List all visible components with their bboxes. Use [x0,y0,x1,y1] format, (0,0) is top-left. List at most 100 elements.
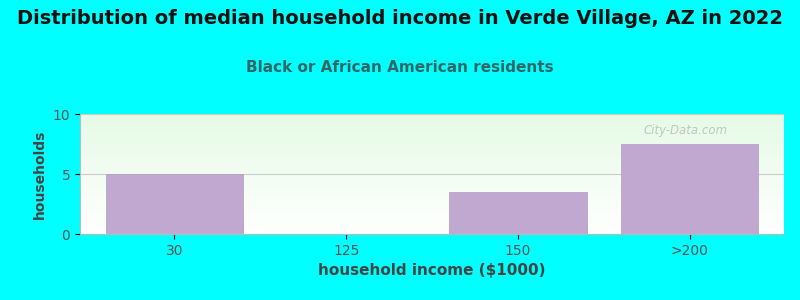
Bar [80,145,784,146]
Bar [80,150,784,151]
Bar [80,123,784,124]
Bar [80,230,784,231]
Bar [80,174,784,175]
Bar [80,195,784,196]
Bar [80,189,784,190]
Bar [80,119,784,120]
Bar [80,144,784,145]
Bar [80,160,784,161]
Bar [80,192,784,193]
Bar [80,121,784,122]
Bar [80,116,784,117]
Bar [80,214,784,215]
Bar [80,217,784,218]
Bar [80,117,784,118]
Bar [80,136,784,137]
Bar [80,181,784,182]
Bar [80,226,784,227]
Bar [80,131,784,132]
Bar [80,196,784,197]
Bar [80,191,784,192]
Bar [80,167,784,168]
Bar [80,183,784,184]
Text: Black or African American residents: Black or African American residents [246,60,554,75]
Bar [80,204,784,205]
Bar [80,213,784,214]
Bar [80,143,784,144]
Bar [80,139,784,140]
Bar [80,163,784,164]
Bar [80,114,784,115]
Bar [80,147,784,148]
Bar [80,146,784,147]
Bar [80,142,784,143]
Bar [80,227,784,228]
Bar [80,124,784,125]
Bar [80,177,784,178]
Bar [80,157,784,158]
Bar [80,134,784,135]
Bar [80,220,784,221]
Bar [80,141,784,142]
Bar [80,218,784,219]
Bar [80,197,784,198]
Bar [80,130,784,131]
Bar [80,206,784,207]
Bar [106,174,243,234]
Bar [80,187,784,188]
Bar [80,153,784,154]
Bar [80,165,784,166]
Bar [80,208,784,209]
Bar [80,118,784,119]
Bar [80,199,784,200]
Bar [80,209,784,210]
Bar [80,202,784,203]
Bar [80,179,784,180]
Bar [80,128,784,129]
Bar [80,176,784,177]
Bar [80,186,784,187]
Bar [80,127,784,128]
Bar [80,203,784,204]
Bar [80,132,784,133]
Bar [80,202,784,203]
Bar [80,115,784,116]
Bar [80,155,784,156]
Bar [80,219,784,220]
Bar [80,205,784,206]
Bar [80,233,784,234]
Bar [80,188,784,189]
Bar [80,156,784,157]
Text: City-Data.com: City-Data.com [643,124,727,136]
Bar [80,161,784,162]
Bar [80,216,784,217]
Bar [80,212,784,213]
Bar [80,200,784,201]
Bar [80,151,784,152]
Bar [80,221,784,222]
Bar [80,222,784,223]
Bar [80,173,784,174]
Bar [80,225,784,226]
Text: Distribution of median household income in Verde Village, AZ in 2022: Distribution of median household income … [17,9,783,28]
Bar [80,229,784,230]
Y-axis label: households: households [33,129,47,219]
Bar [80,180,784,181]
Bar [80,185,784,186]
Bar [80,223,784,224]
Bar [80,140,784,141]
Bar [80,159,784,160]
Bar [80,158,784,159]
Bar [621,144,758,234]
Bar [80,154,784,155]
Bar [80,149,784,150]
Bar [80,184,784,185]
Bar [80,122,784,123]
Bar [80,193,784,194]
Bar [80,224,784,225]
Bar [80,228,784,229]
Bar [80,126,784,127]
Bar [80,164,784,165]
Bar [80,232,784,233]
Bar [80,210,784,211]
